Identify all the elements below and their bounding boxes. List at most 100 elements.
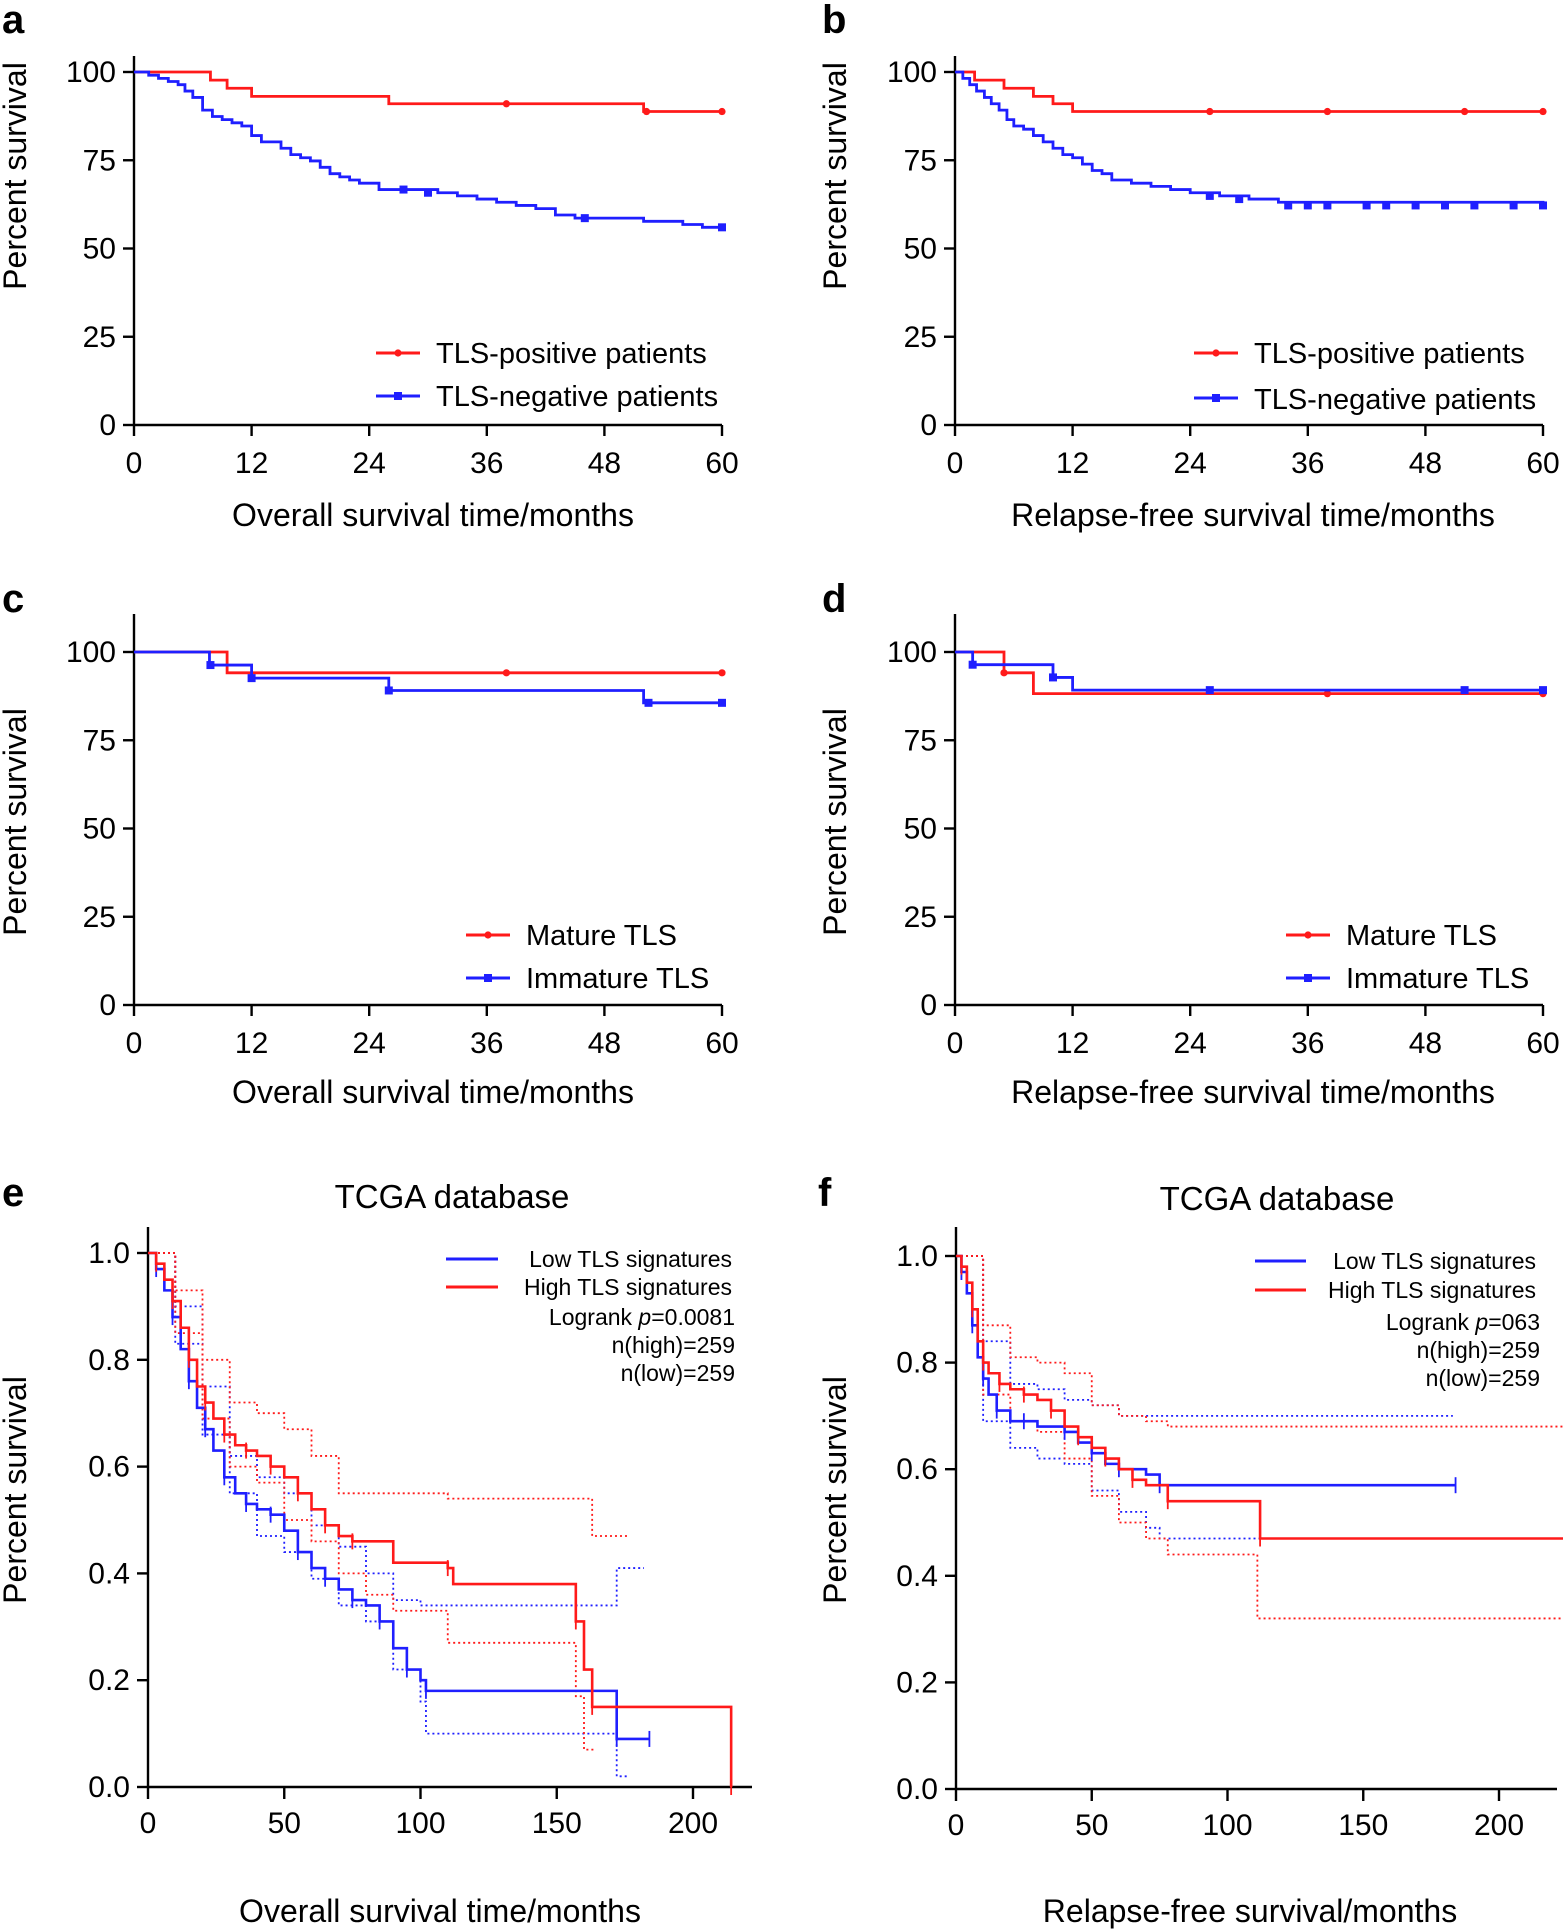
legend-label-high-tls: High TLS signatures xyxy=(1328,1277,1536,1303)
x-tick-label: 60 xyxy=(705,447,738,480)
x-axis-label: Relapse-free survival time/months xyxy=(1011,497,1495,533)
axes: 0.0 0.2 0.4 0.6 0.8 1.0 0 50 100 150 200 xyxy=(896,1227,1557,1842)
legend-label-high-tls: High TLS signatures xyxy=(524,1274,732,1300)
x-tick-label: 60 xyxy=(1526,447,1559,480)
legend-label-low-tls: Low TLS signatures xyxy=(1333,1248,1536,1274)
legend-label-tls-negative: TLS-negative patients xyxy=(436,381,718,413)
logrank-label: Logrank xyxy=(1386,1309,1470,1335)
x-tick-label: 48 xyxy=(588,447,621,480)
x-tick-label: 24 xyxy=(1174,447,1207,480)
y-tick-label: 0.0 xyxy=(896,1773,938,1806)
censor-mark xyxy=(718,698,726,707)
panel-letter: e xyxy=(2,1171,24,1215)
chart-title: TCGA database xyxy=(335,1178,570,1215)
censor-mark xyxy=(1539,686,1547,695)
legend: Mature TLS Immature TLS xyxy=(466,920,709,995)
censor-mark xyxy=(1235,195,1244,204)
x-tick-label: 24 xyxy=(1174,1027,1207,1060)
x-tick-label: 0 xyxy=(126,447,143,480)
panel-c: c Percent survival Overall survival time… xyxy=(0,577,739,1110)
legend-label-immature: Immature TLS xyxy=(526,963,709,995)
y-tick-label: 0.6 xyxy=(896,1453,938,1486)
survival-curve-tls-negative-patients xyxy=(134,70,722,229)
survival-curve-immature-tls xyxy=(134,650,722,705)
x-axis-label: Overall survival time/months xyxy=(239,1893,641,1929)
x-tick-label: 36 xyxy=(470,1027,503,1060)
y-axis-label: Percent survival xyxy=(817,708,853,936)
ci-lower-high-tls-signatures xyxy=(148,1252,595,1751)
censor-mark xyxy=(718,669,726,677)
y-tick-label: 75 xyxy=(83,724,116,757)
survival-curve-high-tls-signatures xyxy=(148,1251,733,1787)
y-tick-label: 50 xyxy=(83,813,116,846)
censor-mark xyxy=(1539,201,1547,210)
legend: TLS-positive patients TLS-negative patie… xyxy=(1194,338,1536,416)
panel-letter: c xyxy=(2,577,24,621)
panel-letter: f xyxy=(818,1171,832,1215)
censor-mark xyxy=(718,107,726,116)
censor-mark xyxy=(1205,191,1214,200)
legend: Low TLS signatures High TLS signatures L… xyxy=(446,1246,735,1386)
legend-label-immature: Immature TLS xyxy=(1346,963,1529,995)
censor-mark xyxy=(1470,201,1479,210)
y-tick-label: 50 xyxy=(904,813,937,846)
censor-mark xyxy=(424,188,432,197)
legend-marker-mature xyxy=(484,931,492,939)
x-tick-label: 0 xyxy=(140,1807,157,1840)
y-tick-label: 75 xyxy=(83,144,116,177)
chart-title: TCGA database xyxy=(1160,1180,1395,1217)
y-tick-label: 75 xyxy=(904,724,937,757)
censor-mark xyxy=(1509,201,1518,210)
y-tick-label: 50 xyxy=(904,233,937,266)
y-tick-label: 100 xyxy=(887,636,937,669)
y-tick-label: 100 xyxy=(887,56,937,89)
y-tick-label: 1.0 xyxy=(88,1237,130,1270)
x-tick-label: 0 xyxy=(126,1027,143,1060)
y-tick-label: 0 xyxy=(920,989,937,1022)
axes: 0 25 50 75 100 0 12 24 36 48 60 xyxy=(887,614,1560,1060)
y-axis-label: Percent survival xyxy=(0,1376,33,1604)
censor-mark xyxy=(1382,201,1391,210)
censor-mark xyxy=(1460,686,1469,695)
x-tick-label: 0 xyxy=(948,1809,965,1842)
censor-mark xyxy=(644,698,653,707)
x-tick-label: 200 xyxy=(668,1807,718,1840)
ci-lower-low-tls-signatures xyxy=(956,1255,1459,1540)
x-tick-label: 48 xyxy=(1409,447,1442,480)
censor-mark xyxy=(1206,107,1214,116)
logrank-annotation: Logrank p=0.0081 xyxy=(549,1304,735,1330)
ci-upper-high-tls-signatures xyxy=(956,1255,1563,1428)
axes: 0 25 50 75 100 0 12 24 36 48 60 xyxy=(66,614,739,1060)
censor-mark xyxy=(1362,201,1371,210)
censor-mark xyxy=(1284,201,1293,210)
x-tick-label: 12 xyxy=(1056,1027,1089,1060)
axes: 0.0 0.2 0.4 0.6 0.8 1.0 0 50 100 150 200 xyxy=(88,1227,752,1840)
legend-label-mature: Mature TLS xyxy=(526,920,677,952)
censor-mark xyxy=(247,674,256,683)
x-tick-label: 150 xyxy=(532,1807,582,1840)
y-tick-label: 100 xyxy=(66,636,116,669)
legend-label-mature: Mature TLS xyxy=(1346,920,1497,952)
legend: TLS-positive patients TLS-negative patie… xyxy=(376,338,718,413)
censor-mark xyxy=(580,214,589,223)
x-tick-label: 48 xyxy=(1409,1027,1442,1060)
y-tick-label: 0.6 xyxy=(88,1451,130,1484)
survival-curve-tls-positive-patients xyxy=(955,70,1543,113)
survival-curve-mature-tls xyxy=(955,650,1543,696)
survival-curve-tls-negative-patients xyxy=(955,70,1545,206)
x-tick-label: 12 xyxy=(235,447,268,480)
y-tick-label: 100 xyxy=(66,56,116,89)
panel-e: e TCGA database Percent survival Overall… xyxy=(0,1171,752,1929)
x-tick-label: 150 xyxy=(1338,1809,1388,1842)
x-tick-label: 12 xyxy=(1056,447,1089,480)
y-tick-label: 0.2 xyxy=(88,1664,130,1697)
y-tick-label: 0.8 xyxy=(896,1347,938,1380)
y-tick-label: 0 xyxy=(920,409,937,442)
censor-mark xyxy=(1049,673,1057,682)
legend-marker-tls-positive xyxy=(1212,349,1220,357)
x-tick-label: 24 xyxy=(353,447,386,480)
panel-d: d Percent survival Relapse-free survival… xyxy=(817,577,1560,1110)
legend-marker-tls-positive xyxy=(394,349,402,357)
y-tick-label: 0 xyxy=(99,989,116,1022)
